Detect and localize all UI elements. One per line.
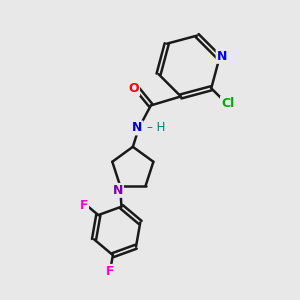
Text: F: F <box>106 265 115 278</box>
Text: Cl: Cl <box>221 97 234 110</box>
Text: N: N <box>112 184 123 197</box>
Text: N: N <box>132 122 142 134</box>
Text: O: O <box>128 82 139 95</box>
Text: F: F <box>80 199 88 212</box>
Text: – H: – H <box>147 121 166 134</box>
Text: N: N <box>217 50 227 63</box>
